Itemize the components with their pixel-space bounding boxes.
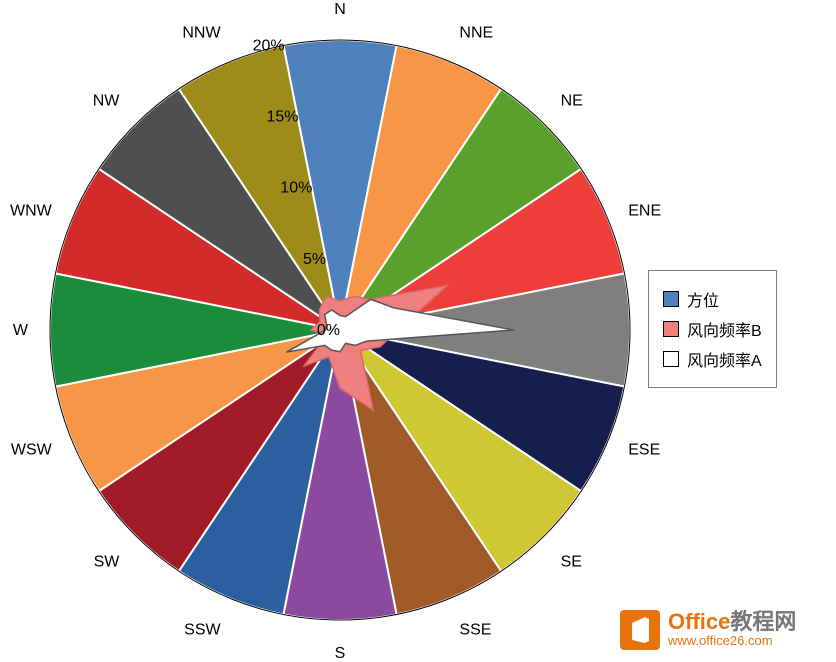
direction-label-NNE: NNE [459,25,493,42]
legend-label: 风向频率A [687,347,762,371]
legend-label: 风向频率B [687,317,762,341]
tick-label: 15% [266,108,298,125]
legend-item: 风向频率A [663,347,762,371]
tick-label: 5% [303,251,326,268]
direction-label-SW: SW [94,554,121,571]
office-icon [620,610,660,650]
watermark-office: Office [668,609,730,634]
watermark-suffix: 教程网 [730,609,796,634]
direction-label-WNW: WNW [10,203,53,220]
chart-area: 0%5%10%15%20%NNNENEENEEESESESSESSSWSWWSW… [0,0,836,662]
legend-label: 方位 [687,287,719,311]
direction-label-WSW: WSW [11,441,53,458]
legend: 方位风向频率B 风向频率A [648,270,777,388]
direction-label-ESE: ESE [628,441,660,458]
direction-label-NNW: NNW [182,25,221,42]
watermark-logo: Office教程网 www.office26.com [620,610,796,650]
direction-label-SSE: SSE [459,621,491,638]
direction-label-NE: NE [561,92,583,109]
direction-label-S: S [335,645,346,662]
direction-label-N: N [334,1,346,18]
watermark-text: Office教程网 www.office26.com [668,611,796,649]
legend-swatch [663,351,679,367]
direction-label-ENE: ENE [628,203,661,220]
legend-swatch [663,291,679,307]
tick-label: 20% [253,37,285,54]
legend-swatch [663,321,679,337]
tick-label: 0% [317,322,340,339]
direction-label-W: W [13,322,29,339]
direction-label-SSW: SSW [184,621,221,638]
watermark-url: www.office26.com [668,633,796,649]
direction-label-NW: NW [93,92,121,109]
direction-label-SE: SE [561,554,582,571]
legend-item: 方位 [663,287,762,311]
tick-label: 10% [280,180,312,197]
legend-item: 风向频率B [663,317,762,341]
